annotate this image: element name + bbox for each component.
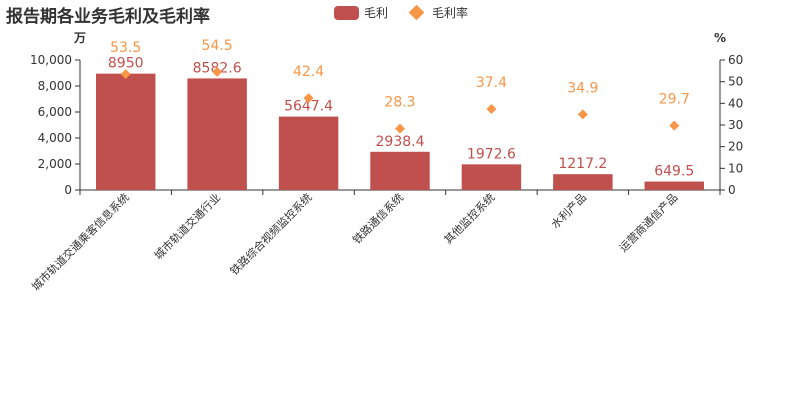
bar-value-label: 5647.4 xyxy=(284,99,333,115)
bar-value-label: 8950 xyxy=(108,56,144,72)
bar-value-label: 2938.4 xyxy=(376,134,425,150)
y-left-tick-label: 8,000 xyxy=(38,79,72,93)
legend-label-gross-margin: 毛利率 xyxy=(432,6,469,20)
x-tick-label: 水利产品 xyxy=(548,190,589,231)
chart-title: 报告期各业务毛利及毛利率 xyxy=(6,7,210,27)
y-left-tick-label: 10,000 xyxy=(30,53,72,67)
bar xyxy=(96,73,156,190)
y-right-tick-label: 10 xyxy=(728,161,743,175)
margin-value-label: 29.7 xyxy=(659,92,690,108)
margin-value-label: 34.9 xyxy=(567,80,598,96)
y-right-tick-label: 60 xyxy=(728,53,743,67)
bar xyxy=(553,174,613,190)
y-right-tick-label: 30 xyxy=(728,118,743,132)
margin-value-label: 42.4 xyxy=(293,64,324,80)
legend-item-gross-profit[interactable]: 毛利 xyxy=(334,4,388,21)
margin-point xyxy=(577,109,588,120)
legend-item-gross-margin[interactable]: 毛利率 xyxy=(404,4,468,21)
bar-value-label: 1217.2 xyxy=(558,156,607,172)
margin-point xyxy=(669,120,680,131)
legend-swatch-bar xyxy=(334,5,359,20)
x-tick-label: 铁路通信系统 xyxy=(350,191,406,247)
x-tick-label: 城市轨道交通行业 xyxy=(151,190,223,262)
bar xyxy=(187,78,247,190)
y-axis-right-unit: % xyxy=(714,31,726,45)
y-left-tick-label: 2,000 xyxy=(38,157,72,171)
margin-point xyxy=(120,69,131,80)
margin-point xyxy=(303,93,314,104)
margin-value-label: 53.5 xyxy=(110,40,141,56)
y-right-tick-label: 50 xyxy=(728,75,743,89)
bar-value-label: 1972.6 xyxy=(467,146,516,162)
x-tick-label: 运营商通信产品 xyxy=(616,190,680,254)
y-left-tick-label: 4,000 xyxy=(38,131,72,145)
bar-value-label: 649.5 xyxy=(654,164,694,180)
margin-point xyxy=(212,66,223,77)
legend-label-gross-profit: 毛利 xyxy=(364,6,389,20)
margin-point xyxy=(486,103,497,114)
y-left-tick-label: 0 xyxy=(64,183,72,197)
margin-value-label: 54.5 xyxy=(202,38,233,54)
margin-value-label: 37.4 xyxy=(476,75,507,91)
y-left-tick-label: 6,000 xyxy=(38,105,72,119)
y-axis-left-unit: 万 xyxy=(73,31,86,45)
bar xyxy=(370,151,430,190)
y-right-tick-label: 40 xyxy=(728,96,743,110)
y-right-tick-label: 20 xyxy=(728,140,743,154)
margin-point xyxy=(395,123,405,134)
y-right-tick-label: 0 xyxy=(728,183,736,197)
bar xyxy=(644,181,704,190)
margin-value-label: 28.3 xyxy=(384,95,415,111)
bar xyxy=(461,164,522,190)
x-tick-label: 城市轨道交通乘客信息系统 xyxy=(29,190,132,293)
legend: 毛利 毛利率 xyxy=(334,4,484,21)
x-tick-label: 其他监控系统 xyxy=(441,190,498,247)
x-tick-label: 铁路综合视频监控系统 xyxy=(227,190,315,278)
bar xyxy=(278,116,339,190)
